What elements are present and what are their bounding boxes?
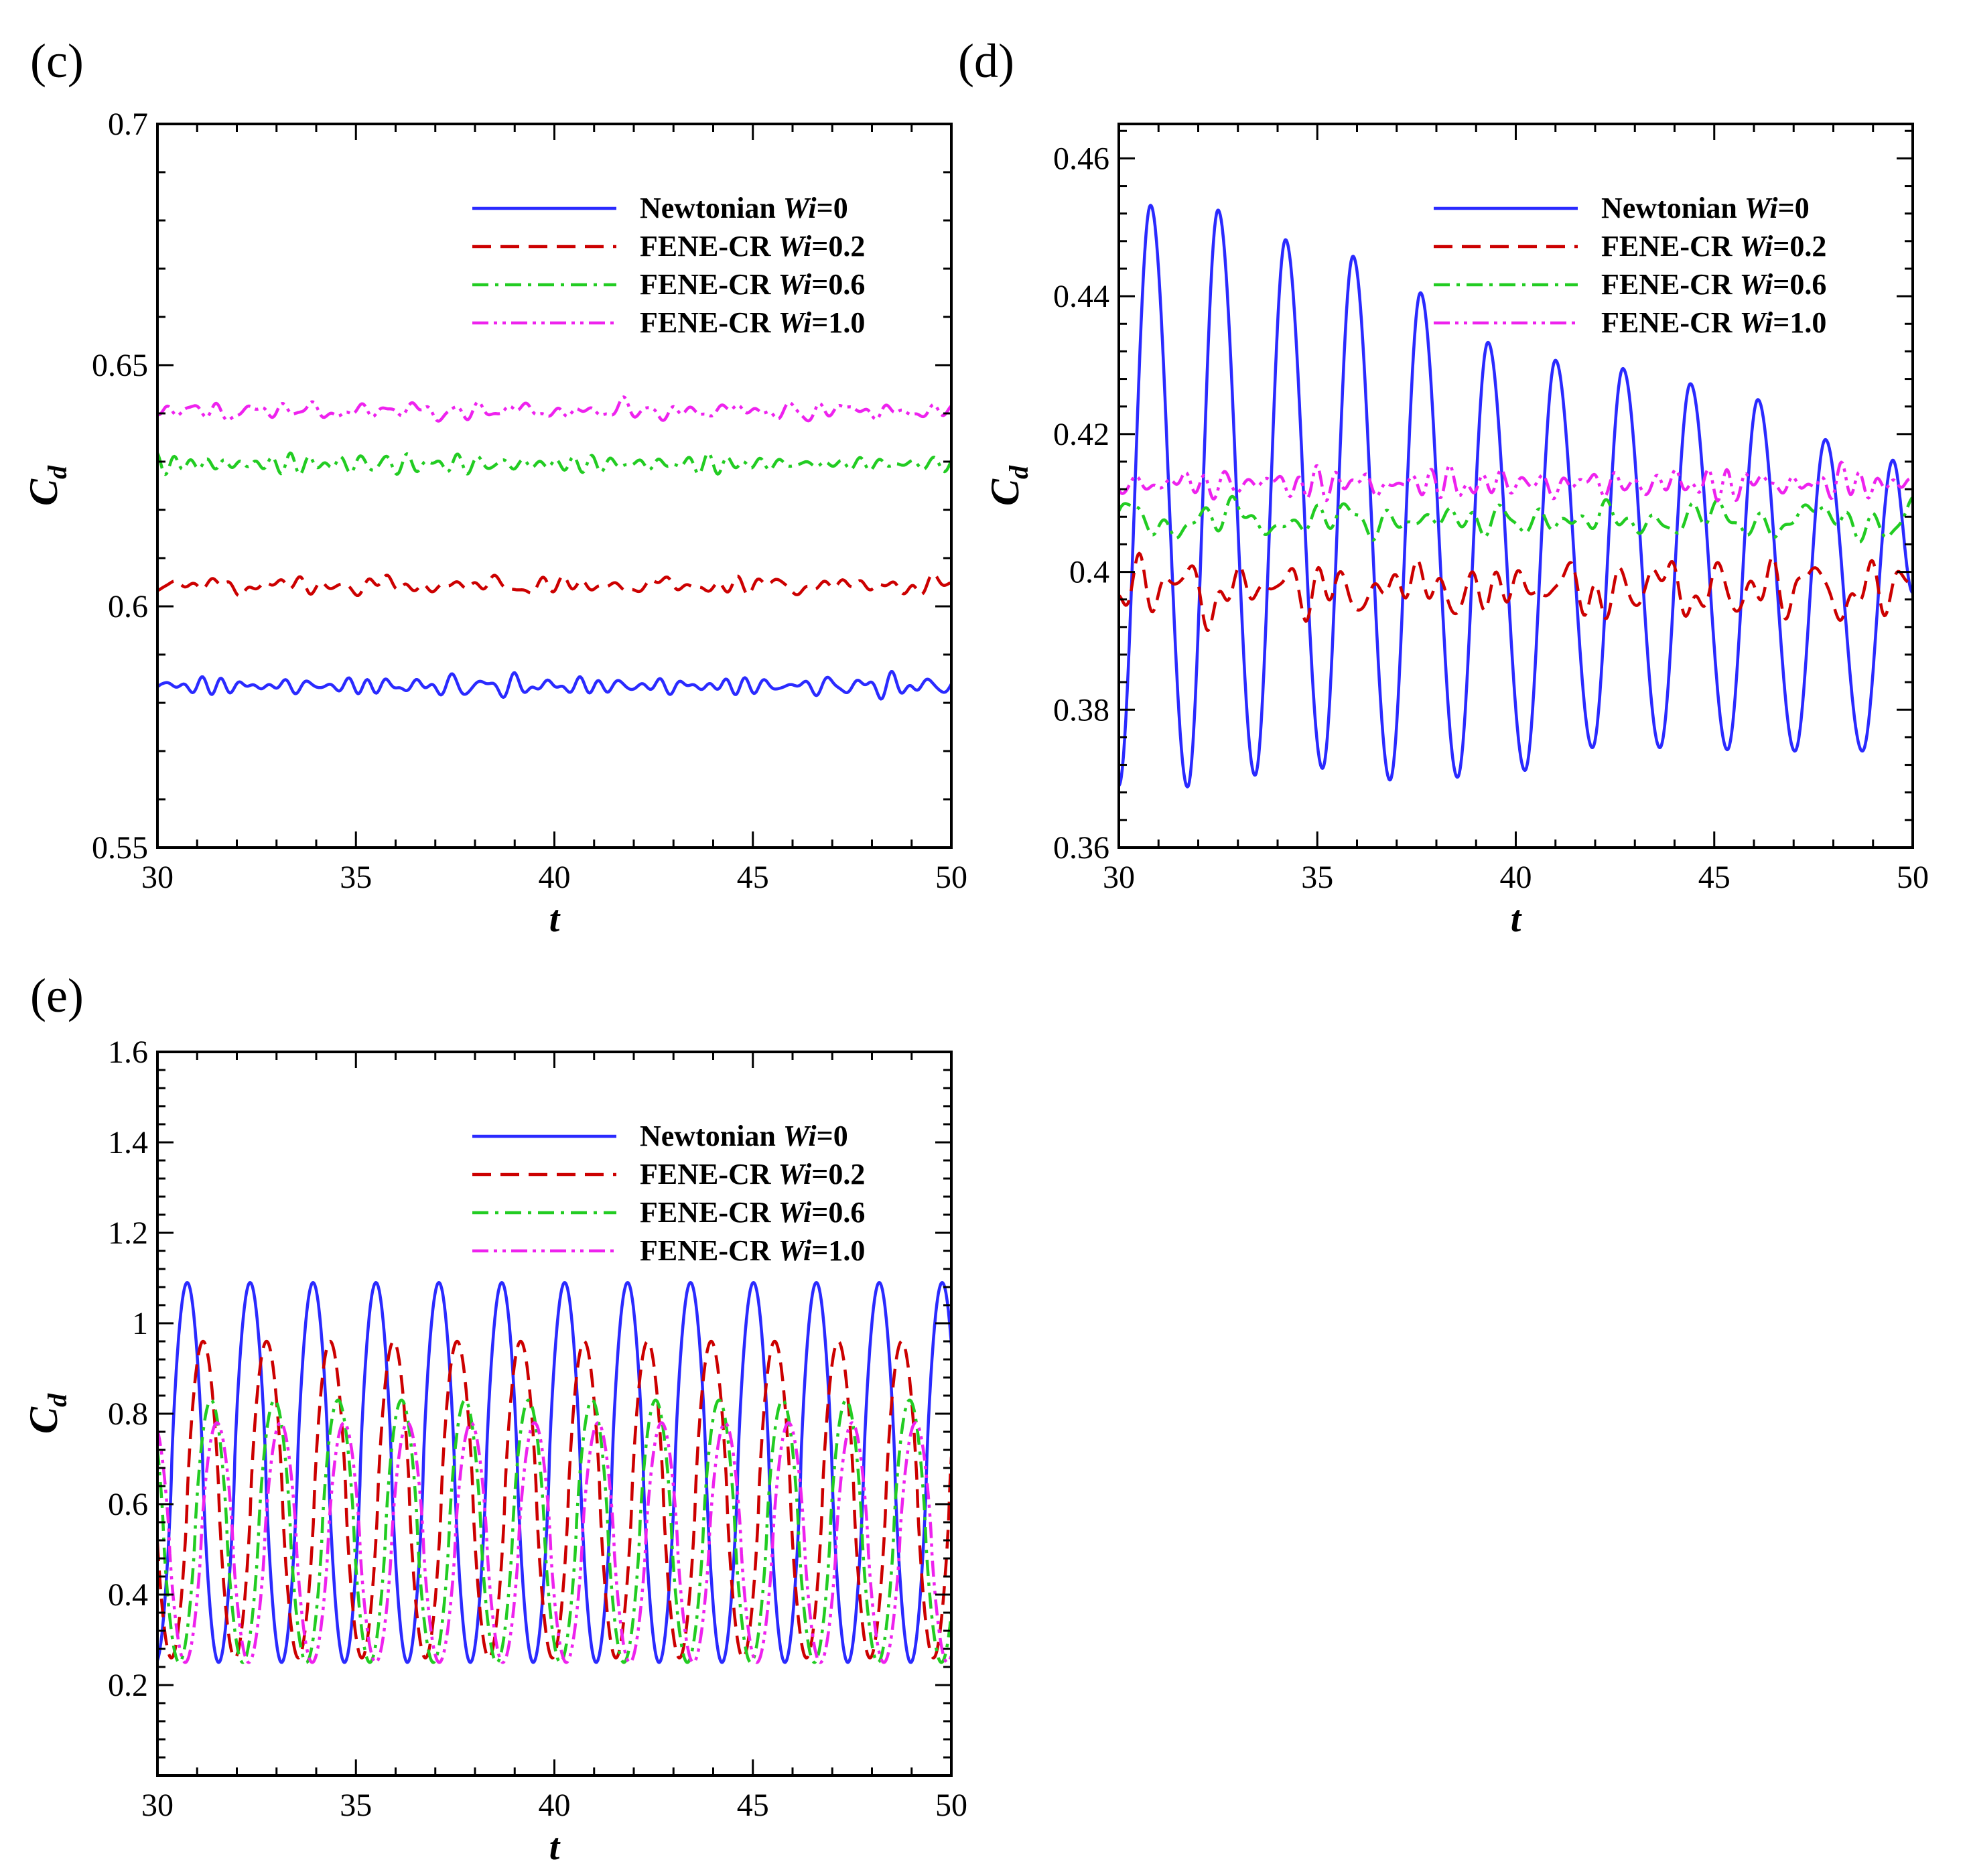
chart-panel-e: (e) 30 35 40 45 50 0.2 0.4 0.6 0.8 1 1.2 1.4 1.6 t Cd Ne… [21, 969, 967, 1868]
legend-label-3: FENE-CR Wi=0.6 [1601, 268, 1826, 301]
series-group [1119, 204, 1913, 789]
legend-label-2: FENE-CR Wi=0.2 [1601, 230, 1826, 263]
legend: Newtonian Wi=0 FENE-CR Wi=0.2 FENE-CR Wi=0… [472, 192, 865, 339]
legend-label-2: FENE-CR Wi=0.2 [640, 1158, 865, 1191]
legend: Newtonian Wi=0 FENE-CR Wi=0.2 FENE-CR Wi=0… [1434, 192, 1826, 339]
y-tick-label: 0.6 [108, 589, 148, 624]
x-tick-label: 50 [935, 860, 967, 895]
x-tick-label: 30 [1103, 860, 1135, 895]
chart-panel-d: (d) 30 35 40 45 50 0.36 0.38 0.4 0.42 0.44 0.46 t Cd N… [958, 34, 1929, 940]
y-axis-label: Cd [21, 1393, 72, 1434]
series-line-d-1 [1119, 204, 1913, 789]
series-line-d-3 [1119, 494, 1913, 543]
y-tick-label: 0.8 [108, 1396, 148, 1432]
legend-label-3: FENE-CR Wi=0.6 [640, 1196, 865, 1229]
y-tick-label: 0.4 [1069, 555, 1109, 590]
x-tick-label: 50 [935, 1788, 967, 1823]
x-tick-label: 35 [340, 860, 372, 895]
legend-label-2: FENE-CR Wi=0.2 [640, 230, 865, 263]
y-tick-label: 0.38 [1053, 692, 1109, 728]
y-tick-label: 0.44 [1053, 279, 1109, 314]
x-tick-label: 30 [141, 1788, 174, 1823]
x-tick-label: 30 [141, 860, 174, 895]
x-tick-label: 35 [340, 1788, 372, 1823]
y-tick-label: 0.4 [108, 1577, 148, 1613]
x-tick-label: 40 [539, 1788, 571, 1823]
legend-label-1: Newtonian Wi=0 [640, 1120, 848, 1152]
x-axis-label: t [549, 898, 561, 940]
series-line-e-3 [157, 1398, 951, 1664]
y-axis-label: Cd [21, 465, 72, 506]
panel-label-c: (c) [30, 34, 84, 88]
series-line-d-2 [1119, 551, 1913, 632]
series-line-c-1 [157, 670, 951, 701]
x-tick-label: 35 [1301, 860, 1333, 895]
series-line-c-4 [157, 395, 951, 423]
panel-label-d: (d) [958, 34, 1014, 88]
panel-label-e: (e) [30, 969, 84, 1022]
series-group [157, 395, 951, 701]
legend-label-4: FENE-CR Wi=1.0 [640, 306, 865, 339]
y-tick-label: 0.65 [92, 348, 148, 383]
y-tick-label: 0.55 [92, 830, 148, 866]
x-tick-label: 45 [737, 860, 769, 895]
y-tick-label: 0.42 [1053, 417, 1109, 452]
x-tick-label: 40 [1500, 860, 1532, 895]
x-tick-label: 40 [539, 860, 571, 895]
y-tick-label: 1.2 [108, 1215, 148, 1251]
series-line-c-3 [157, 451, 951, 476]
x-tick-label: 45 [737, 1788, 769, 1823]
y-tick-label: 0.6 [108, 1487, 148, 1522]
legend-label-3: FENE-CR Wi=0.6 [640, 268, 865, 301]
x-axis-label: t [1511, 898, 1522, 940]
y-tick-label: 0.46 [1053, 141, 1109, 176]
series-line-e-1 [157, 1281, 951, 1664]
legend-label-1: Newtonian Wi=0 [1601, 192, 1810, 224]
y-tick-label: 0.36 [1053, 830, 1109, 866]
chart-panel-c: (c) 30 35 40 45 50 0.55 0.6 0.65 0.7 t Cd Newtonian … [21, 34, 967, 940]
legend-label-4: FENE-CR Wi=1.0 [1601, 306, 1826, 339]
legend: Newtonian Wi=0 FENE-CR Wi=0.2 FENE-CR Wi=0… [472, 1120, 865, 1267]
series-line-c-2 [157, 572, 951, 598]
y-tick-label: 0.7 [108, 107, 148, 142]
x-tick-label: 50 [1897, 860, 1929, 895]
legend-label-4: FENE-CR Wi=1.0 [640, 1234, 865, 1267]
x-tick-label: 45 [1698, 860, 1730, 895]
x-axis-label: t [549, 1826, 561, 1868]
legend-label-1: Newtonian Wi=0 [640, 192, 848, 224]
y-tick-label: 1.6 [108, 1034, 148, 1070]
series-line-d-4 [1119, 460, 1913, 503]
y-tick-label: 1 [132, 1306, 148, 1341]
series-group [157, 1281, 951, 1664]
y-tick-label: 0.2 [108, 1668, 148, 1703]
y-tick-label: 1.4 [108, 1125, 148, 1160]
y-axis-label: Cd [983, 465, 1034, 506]
